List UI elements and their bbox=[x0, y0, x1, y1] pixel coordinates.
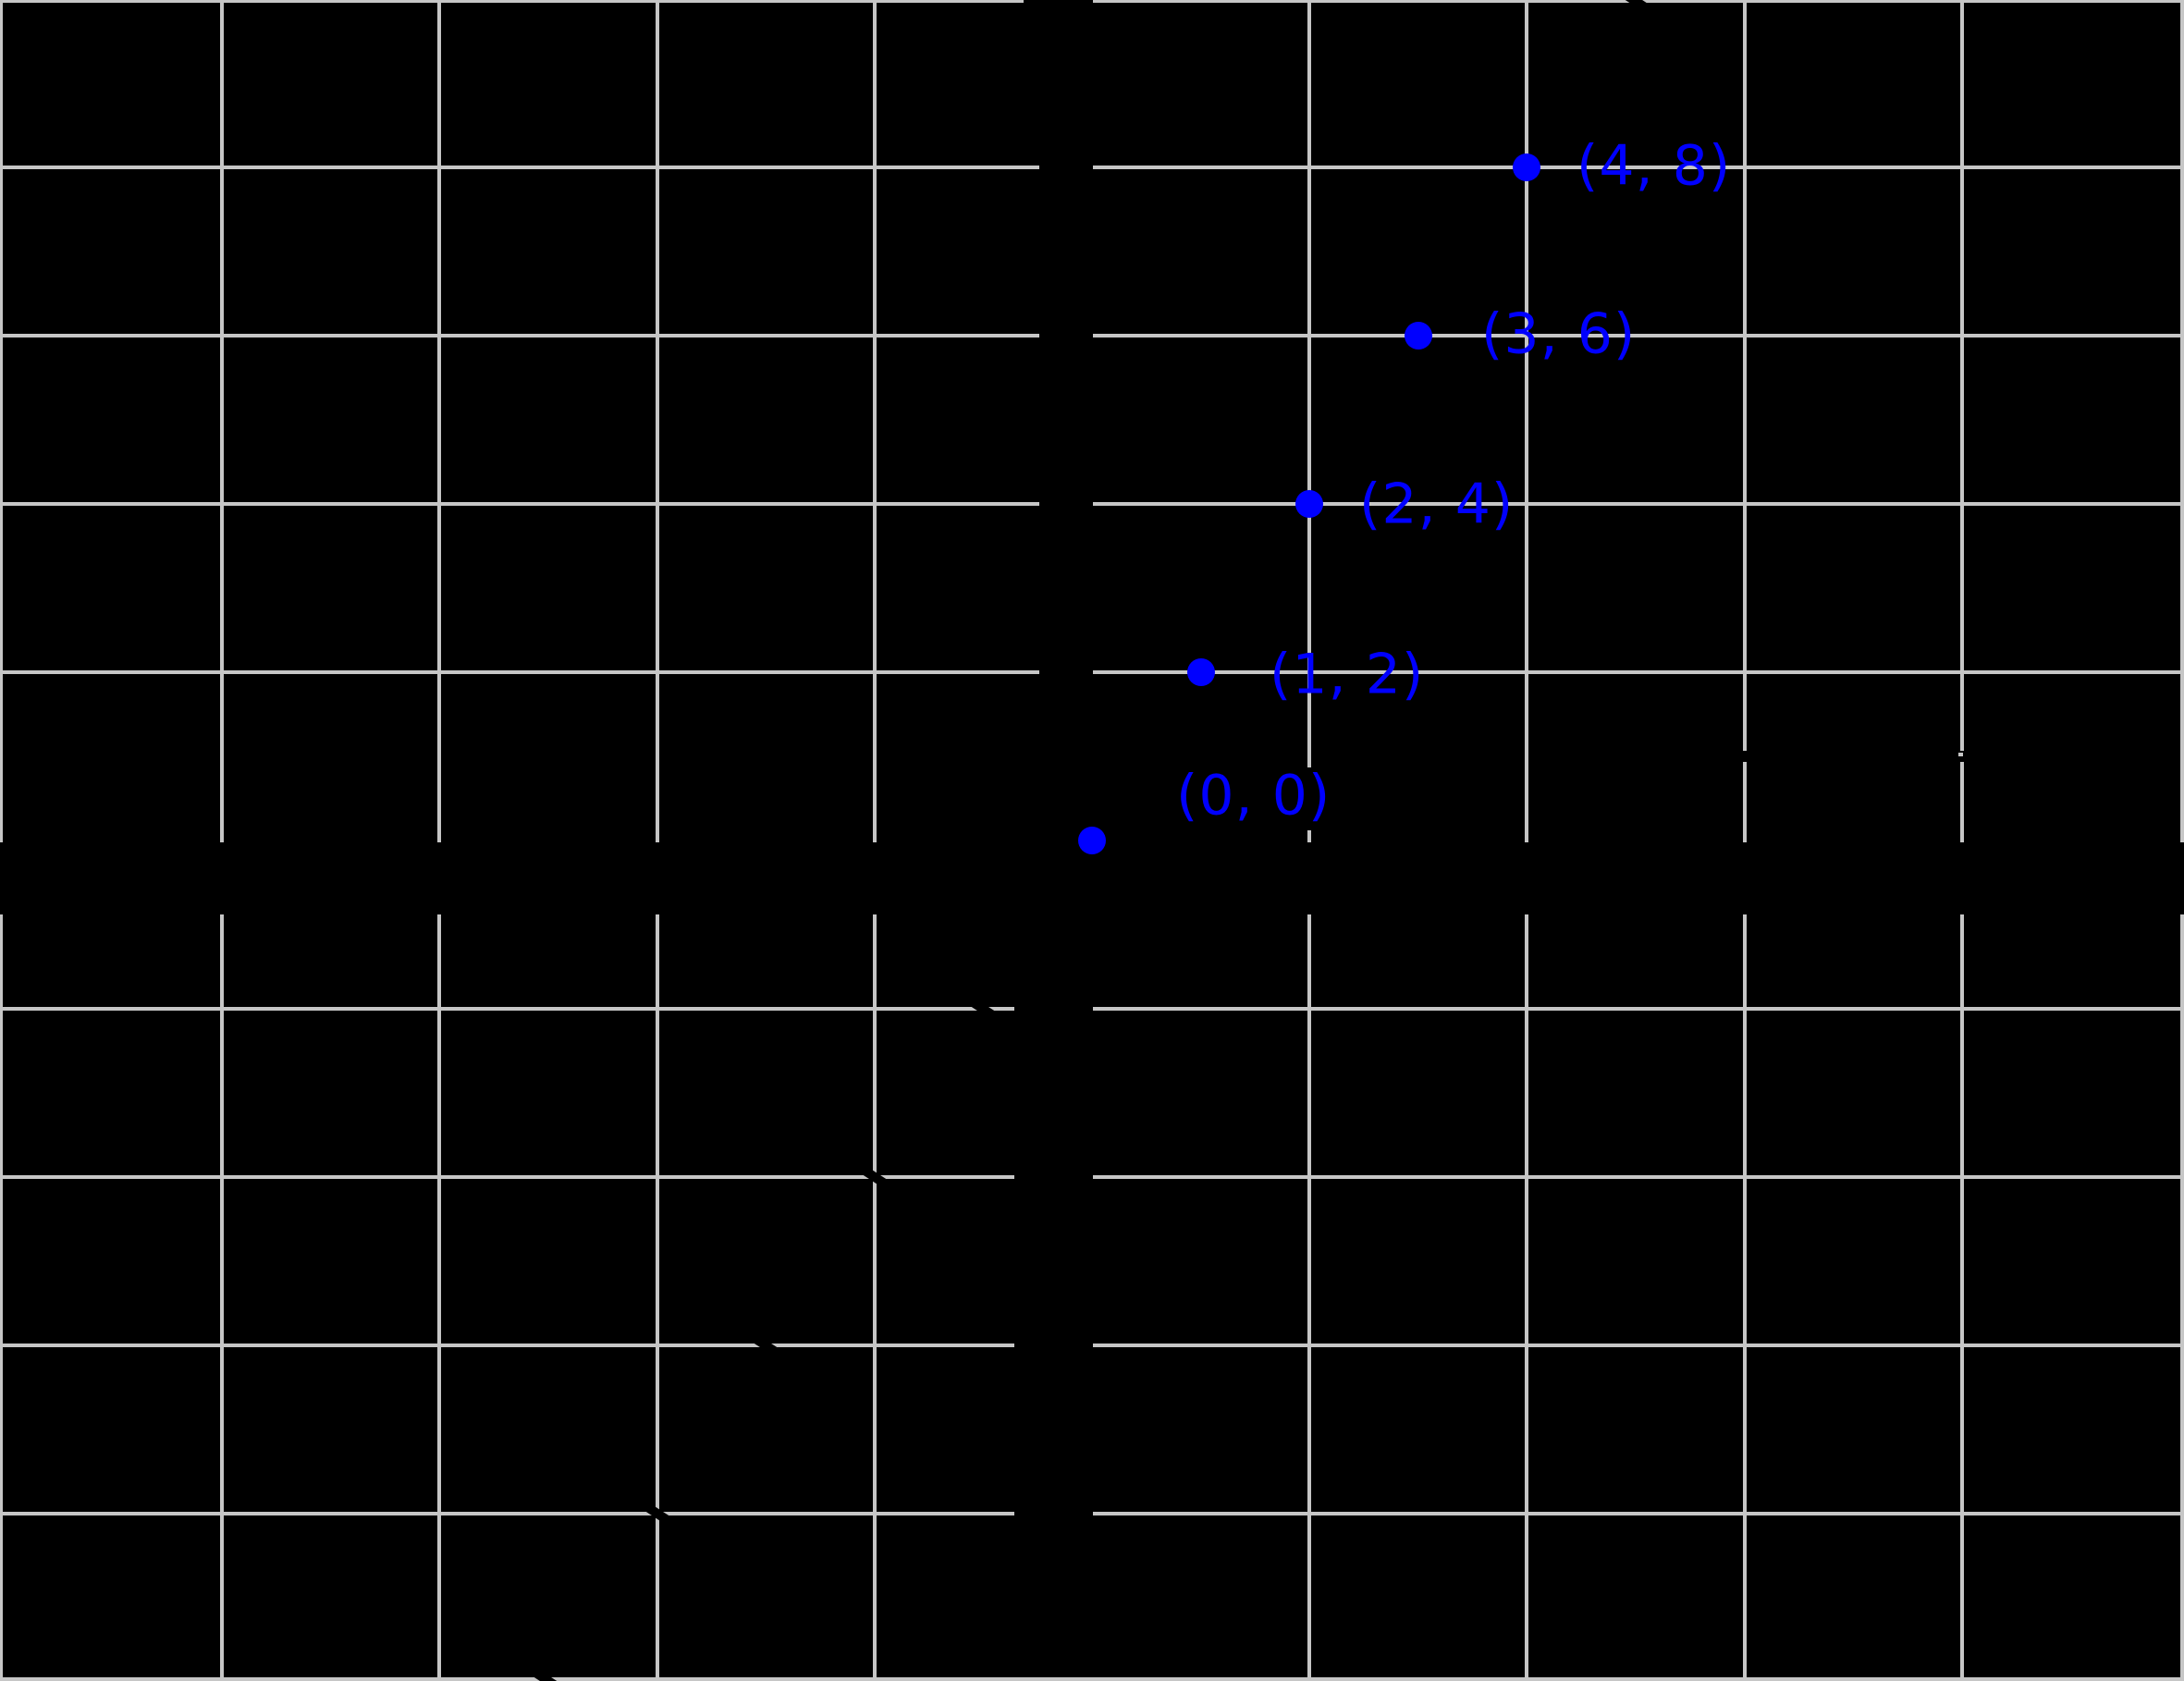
gridline-horizontal bbox=[1093, 1512, 2184, 1515]
data-point-label: (0, 0) bbox=[1176, 763, 1331, 828]
gridline-horizontal bbox=[0, 502, 1039, 506]
gridline-horizontal bbox=[0, 1175, 1014, 1179]
gridline-vertical bbox=[1960, 762, 1964, 842]
data-point-dot bbox=[1187, 658, 1215, 686]
gridline-vertical bbox=[656, 0, 659, 842]
gridline-horizontal bbox=[1093, 1007, 2184, 1011]
gridline-horizontal bbox=[0, 670, 1039, 674]
gridline-vertical bbox=[873, 914, 877, 1681]
data-point-dot bbox=[1078, 827, 1106, 854]
gridline-vertical bbox=[656, 914, 659, 1681]
gridline-vertical bbox=[220, 914, 224, 1681]
gridline-vertical bbox=[0, 914, 3, 1681]
gridline-horizontal bbox=[1093, 502, 2184, 506]
data-point-dot bbox=[1405, 322, 1432, 350]
gridline-vertical bbox=[2180, 914, 2184, 1681]
data-point-dot bbox=[1513, 153, 1540, 181]
gridline-vertical bbox=[1960, 914, 1964, 1681]
gridline-vertical bbox=[1743, 0, 1747, 751]
data-point-label: (4, 8) bbox=[1577, 133, 1732, 199]
gridline-horizontal bbox=[1093, 166, 2184, 169]
gridline-horizontal bbox=[1093, 334, 2184, 337]
gridline-horizontal bbox=[0, 1512, 1014, 1515]
gridline-horizontal bbox=[1093, 670, 2184, 674]
data-point-label: (1, 2) bbox=[1270, 642, 1425, 707]
gridline-horizontal bbox=[1093, 1175, 2184, 1179]
gridline-horizontal bbox=[0, 1677, 2184, 1681]
gridline-vertical bbox=[437, 914, 441, 1681]
gridline-horizontal bbox=[0, 166, 1039, 169]
gridline-vertical bbox=[437, 0, 441, 842]
gridline-vertical bbox=[873, 0, 877, 842]
data-point-label: (2, 4) bbox=[1359, 472, 1515, 537]
gridline-vertical bbox=[1307, 914, 1311, 1681]
gridline-vertical bbox=[220, 0, 224, 842]
gridline-remnant-mark bbox=[1958, 753, 1963, 756]
gridline-vertical bbox=[1743, 762, 1747, 842]
data-point-dot bbox=[1295, 490, 1323, 518]
gridline-vertical bbox=[1307, 830, 1311, 842]
gridline-horizontal bbox=[0, 0, 1024, 3]
gridline-horizontal bbox=[0, 1344, 1014, 1347]
gridline-vertical bbox=[1960, 0, 1964, 751]
gridline-vertical bbox=[1525, 914, 1528, 1681]
gridline-horizontal bbox=[1093, 1344, 2184, 1347]
gridline-vertical bbox=[1307, 0, 1311, 767]
gridline-horizontal bbox=[0, 334, 1039, 337]
gridline-horizontal bbox=[0, 1007, 1014, 1011]
data-point-label: (3, 6) bbox=[1481, 301, 1637, 367]
gridline-vertical bbox=[1743, 914, 1747, 1681]
gridline-vertical bbox=[1525, 0, 1528, 842]
gridline-vertical bbox=[0, 0, 3, 842]
gridline-vertical bbox=[2180, 0, 2184, 842]
